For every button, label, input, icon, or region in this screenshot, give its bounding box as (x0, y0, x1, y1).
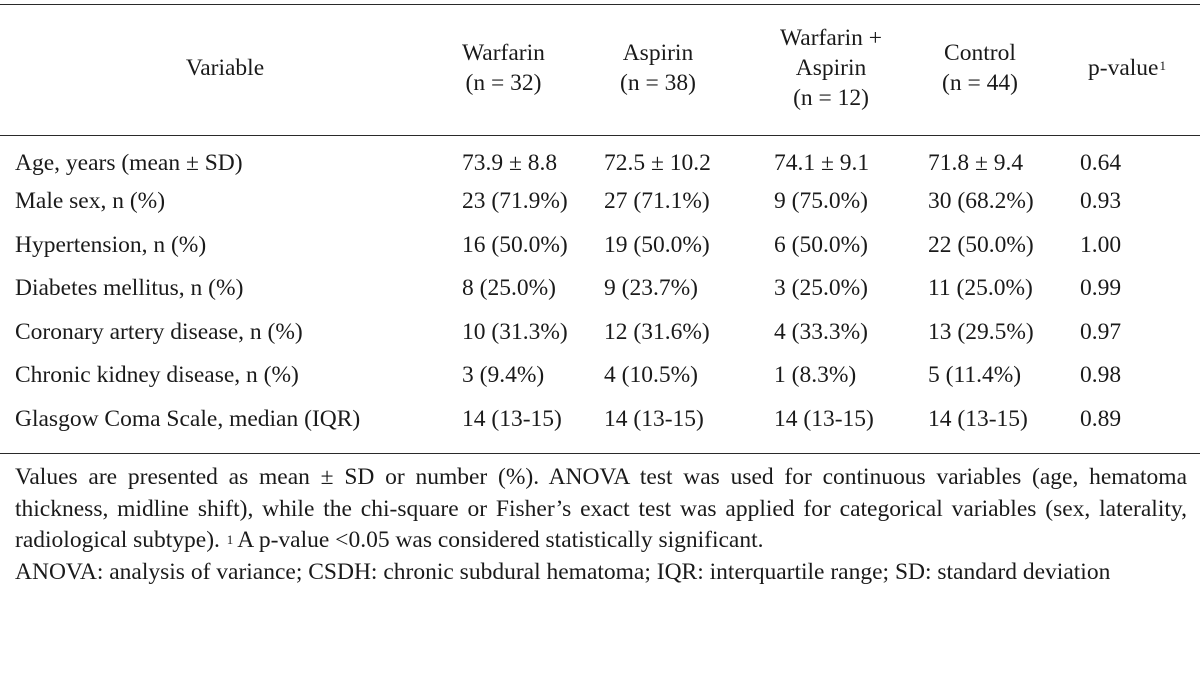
header-warfarin-n: (n = 32) (465, 70, 542, 96)
cell-variable: Age, years (mean ± SD) (15, 149, 243, 176)
cell-warfarin: 16 (50.0%) (462, 231, 568, 258)
cell-aspirin: 19 (50.0%) (604, 231, 710, 258)
cell-variable: Diabetes mellitus, n (%) (15, 275, 244, 302)
table-row: Chronic kidney disease, n (%) 3 (9.4%) 4 (… (0, 354, 1200, 398)
cell-combo: 6 (50.0%) (774, 231, 868, 258)
header-pvalue: p-value1 (1080, 0, 1200, 136)
header-combo: Warfarin + Aspirin (n = 12) (768, 0, 928, 136)
table-notes: Values are presented as mean ± SD or num… (15, 462, 1187, 588)
header-control-name: Control (944, 40, 1016, 66)
table-body: Age, years (mean ± SD) 73.9 ± 8.8 72.5 ± 1… (0, 136, 1200, 441)
cell-control: 22 (50.0%) (928, 231, 1034, 258)
cell-combo: 14 (13-15) (774, 405, 874, 432)
cell-aspirin: 9 (23.7%) (604, 275, 698, 302)
cell-pvalue: 0.93 (1080, 188, 1122, 215)
header-variable-label: Variable (185, 55, 265, 81)
cell-control: 71.8 ± 9.4 (928, 149, 1024, 176)
table-row: Male sex, n (%) 23 (71.9%) 27 (71.1%) 9 (75… (0, 180, 1200, 224)
header-warfarin-name: Warfarin (462, 40, 545, 66)
table-row: Glasgow Coma Scale, median (IQR) 14 (13-1… (0, 397, 1200, 441)
table-bottom-rule (0, 453, 1200, 454)
cell-warfarin: 73.9 ± 8.8 (462, 149, 558, 176)
notes-significance-text: A p-value <0.05 was considered statistic… (237, 527, 764, 553)
cell-warfarin: 3 (9.4%) (462, 362, 545, 389)
cell-warfarin: 8 (25.0%) (462, 275, 556, 302)
cell-warfarin: 10 (31.3%) (462, 318, 568, 345)
notes-methods-text: Values are presented as mean ± SD or num… (15, 464, 1187, 553)
cell-control: 30 (68.2%) (928, 188, 1034, 215)
cell-combo: 1 (8.3%) (774, 362, 857, 389)
cell-variable: Hypertension, n (%) (15, 231, 207, 258)
cell-combo: 4 (33.3%) (774, 318, 868, 345)
header-row: Variable Warfarin (n = 32) Aspirin (n = … (0, 0, 1200, 136)
table-row: Diabetes mellitus, n (%) 8 (25.0%) 9 (23.7… (0, 267, 1200, 311)
header-aspirin-name: Aspirin (622, 40, 694, 66)
header-aspirin: Aspirin (n = 38) (598, 0, 768, 136)
cell-combo: 74.1 ± 9.1 (774, 149, 870, 176)
notes-footnote-mark: 1 (226, 532, 234, 547)
cell-aspirin: 12 (31.6%) (604, 318, 710, 345)
cell-pvalue: 0.64 (1080, 149, 1122, 176)
cell-warfarin: 14 (13-15) (462, 405, 562, 432)
cell-variable: Glasgow Coma Scale, median (IQR) (15, 405, 361, 432)
header-combo-name-2: Aspirin (795, 55, 867, 81)
cell-combo: 9 (75.0%) (774, 188, 868, 215)
cell-variable: Male sex, n (%) (15, 188, 166, 215)
cell-aspirin: 72.5 ± 10.2 (604, 149, 711, 176)
table-top-rule (0, 4, 1200, 5)
table-header-rule (0, 135, 1200, 136)
cell-control: 11 (25.0%) (928, 275, 1033, 302)
cell-aspirin: 4 (10.5%) (604, 362, 698, 389)
header-pvalue-label: p-value (1088, 55, 1159, 81)
header-control-n: (n = 44) (942, 70, 1018, 96)
table-row: Age, years (mean ± SD) 73.9 ± 8.8 72.5 ± 1… (0, 136, 1200, 180)
table-header: Variable Warfarin (n = 32) Aspirin (n = … (0, 0, 1200, 136)
header-variable: Variable (0, 0, 450, 136)
cell-variable: Chronic kidney disease, n (%) (15, 362, 299, 389)
header-aspirin-n: (n = 38) (620, 70, 696, 96)
cell-control: 14 (13-15) (928, 405, 1028, 432)
header-combo-name-1: Warfarin + (780, 25, 883, 51)
notes-abbreviations: ANOVA: analysis of variance; CSDH: chron… (15, 558, 1111, 585)
cell-pvalue: 1.00 (1080, 231, 1122, 258)
header-control: Control (n = 44) (928, 0, 1080, 136)
cell-pvalue: 0.97 (1080, 318, 1122, 345)
cell-variable: Coronary artery disease, n (%) (15, 318, 303, 345)
notes-paragraph: Values are presented as mean ± SD or num… (15, 462, 1187, 557)
table-row: Coronary artery disease, n (%) 10 (31.3%)… (0, 310, 1200, 354)
cell-warfarin: 23 (71.9%) (462, 188, 568, 215)
header-pvalue-footnote-mark: 1 (1159, 58, 1166, 73)
data-table: Variable Warfarin (n = 32) Aspirin (n = … (0, 0, 1200, 441)
cell-pvalue: 0.99 (1080, 275, 1122, 302)
cell-control: 13 (29.5%) (928, 318, 1034, 345)
table-row: Hypertension, n (%) 16 (50.0%) 19 (50.0%) 6… (0, 223, 1200, 267)
cell-combo: 3 (25.0%) (774, 275, 868, 302)
header-combo-n: (n = 12) (793, 85, 869, 111)
cell-pvalue: 0.89 (1080, 405, 1122, 432)
header-warfarin: Warfarin (n = 32) (450, 0, 598, 136)
cell-aspirin: 27 (71.1%) (604, 188, 710, 215)
cell-pvalue: 0.98 (1080, 362, 1122, 389)
cell-aspirin: 14 (13-15) (604, 405, 704, 432)
cell-control: 5 (11.4%) (928, 362, 1022, 389)
